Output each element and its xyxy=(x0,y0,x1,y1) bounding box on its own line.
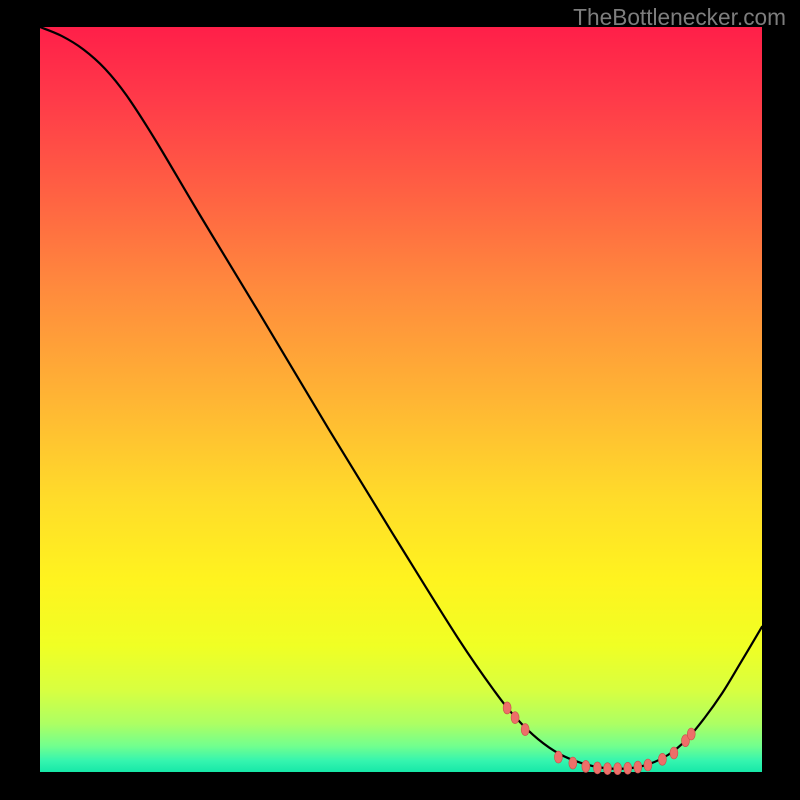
plot-area xyxy=(40,27,762,772)
watermark-label: TheBottlenecker.com xyxy=(573,4,786,31)
chart-canvas: TheBottlenecker.com xyxy=(0,0,800,800)
